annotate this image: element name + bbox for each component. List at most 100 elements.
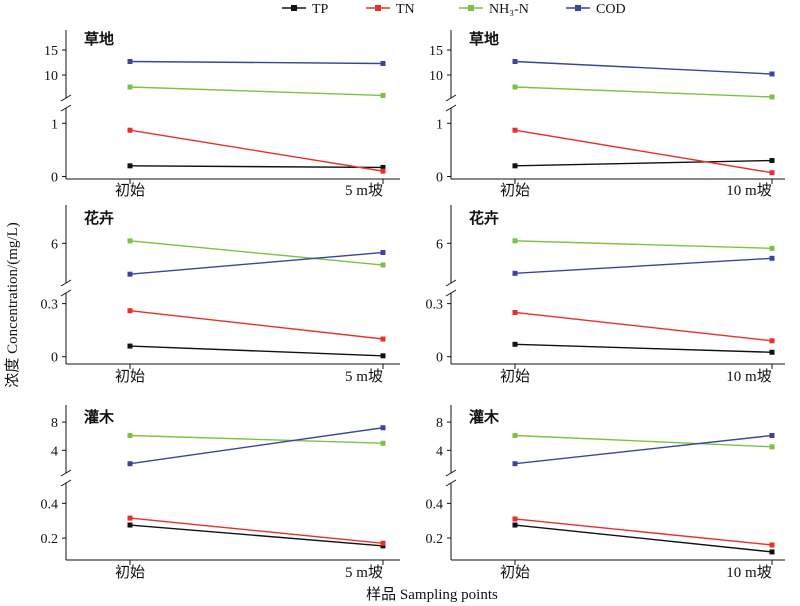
data-point bbox=[512, 238, 518, 244]
y-tick-label: 0 bbox=[51, 170, 58, 185]
series-line bbox=[514, 60, 773, 75]
y-tick-label: 0.4 bbox=[41, 497, 59, 512]
data-point bbox=[127, 127, 133, 133]
axis-break-mark bbox=[445, 94, 457, 102]
series-line bbox=[514, 434, 773, 465]
data-point bbox=[769, 255, 775, 261]
series-line bbox=[514, 434, 773, 448]
y-tick-label: 0 bbox=[436, 351, 443, 366]
series-line bbox=[129, 524, 384, 547]
series-line bbox=[129, 345, 384, 357]
data-point bbox=[769, 444, 775, 450]
series-line bbox=[129, 165, 384, 169]
data-point bbox=[512, 522, 518, 528]
axis-break-mark bbox=[445, 479, 457, 487]
data-point bbox=[512, 270, 518, 276]
data-point bbox=[380, 164, 386, 170]
series-line bbox=[514, 518, 773, 546]
y-tick-label: 4 bbox=[436, 444, 443, 459]
data-point bbox=[380, 540, 386, 546]
axis-break-mark bbox=[60, 279, 72, 287]
y-tick-label: 8 bbox=[436, 416, 443, 431]
y-tick-label: 6 bbox=[436, 237, 443, 252]
panel-title: 灌木 bbox=[84, 408, 115, 426]
chart-panel: 6 0 0.3 初始 10 m坡 花卉 bbox=[426, 205, 785, 385]
x-tick-label: 5 m坡 bbox=[345, 368, 383, 385]
data-point bbox=[127, 461, 133, 467]
data-point bbox=[769, 71, 775, 77]
data-point bbox=[512, 163, 518, 169]
panel-title: 草地 bbox=[469, 30, 499, 48]
series-line bbox=[514, 343, 773, 353]
x-tick-label: 初始 bbox=[500, 368, 530, 385]
x-tick-label: 初始 bbox=[115, 564, 145, 581]
data-point bbox=[127, 515, 133, 521]
y-tick-label: 0.3 bbox=[41, 298, 59, 313]
data-point bbox=[127, 522, 133, 528]
data-point bbox=[769, 245, 775, 251]
data-point bbox=[512, 516, 518, 522]
x-tick-label: 初始 bbox=[115, 182, 145, 199]
y-tick-label: 1 bbox=[436, 117, 443, 132]
series-line bbox=[514, 311, 773, 342]
data-point bbox=[127, 433, 133, 439]
series-line bbox=[514, 524, 773, 553]
legend-marker-nh3n bbox=[468, 5, 474, 11]
series-line bbox=[514, 86, 773, 98]
series-line bbox=[129, 434, 384, 444]
data-point bbox=[512, 127, 518, 133]
panel-title: 灌木 bbox=[469, 408, 500, 426]
x-tick-label: 5 m坡 bbox=[345, 182, 383, 199]
data-point bbox=[380, 262, 386, 268]
data-point bbox=[380, 61, 386, 66]
y-tick-label: 6 bbox=[51, 237, 58, 252]
data-point bbox=[127, 59, 133, 64]
axis-break-mark bbox=[60, 94, 72, 102]
y-tick-label: 15 bbox=[44, 44, 58, 59]
chart-panel: 10 15 0 1 初始 5 m坡 草地 bbox=[44, 30, 400, 199]
y-tick-label: 0 bbox=[51, 351, 58, 366]
axis-break-mark bbox=[60, 104, 72, 112]
legend-item-cod: COD bbox=[566, 2, 626, 17]
series-line bbox=[129, 517, 384, 544]
x-tick-label: 5 m坡 bbox=[345, 564, 383, 581]
legend-item-tp: TP bbox=[282, 2, 329, 17]
data-point bbox=[380, 93, 386, 98]
series-line bbox=[129, 427, 384, 465]
y-tick-label: 4 bbox=[51, 444, 58, 459]
data-point bbox=[512, 341, 518, 347]
series-line bbox=[514, 159, 773, 167]
y-tick-label: 15 bbox=[429, 44, 443, 59]
series-line bbox=[129, 309, 384, 340]
legend-marker-tp bbox=[291, 5, 297, 11]
series-line bbox=[129, 251, 384, 275]
y-tick-label: 0.3 bbox=[426, 298, 444, 313]
data-point bbox=[769, 549, 775, 555]
x-axis-title: 样品 Sampling points bbox=[366, 586, 498, 603]
y-tick-label: 0.2 bbox=[426, 532, 444, 547]
series-line bbox=[129, 129, 384, 172]
axis-break-mark bbox=[60, 479, 72, 487]
chart-panel: 4 8 0.2 0.4 初始 10 m坡 灌木 bbox=[426, 405, 785, 581]
legend-label-cod: COD bbox=[596, 2, 626, 17]
x-tick-label: 10 m坡 bbox=[726, 182, 771, 199]
x-tick-label: 10 m坡 bbox=[726, 564, 771, 581]
x-tick-label: 初始 bbox=[115, 368, 145, 385]
y-tick-label: 10 bbox=[44, 69, 58, 84]
data-point bbox=[127, 308, 133, 314]
data-point bbox=[380, 440, 386, 446]
data-point bbox=[512, 59, 518, 64]
legend-label-nh3n: NH₃-N bbox=[489, 2, 529, 17]
x-tick-label: 初始 bbox=[500, 564, 530, 581]
legend-item-tn: TN bbox=[366, 2, 415, 17]
panel-title: 草地 bbox=[84, 30, 114, 48]
axis-break-mark bbox=[445, 469, 457, 477]
y-tick-label: 0.4 bbox=[426, 497, 444, 512]
data-point bbox=[769, 338, 775, 344]
legend-label-tn: TN bbox=[396, 2, 415, 17]
data-point bbox=[380, 353, 386, 359]
y-axis-title: 浓度 Concentration/(mg/L) bbox=[4, 222, 21, 387]
legend-label-tp: TP bbox=[312, 2, 329, 17]
data-point bbox=[127, 238, 133, 244]
panel-title: 花卉 bbox=[84, 209, 114, 227]
